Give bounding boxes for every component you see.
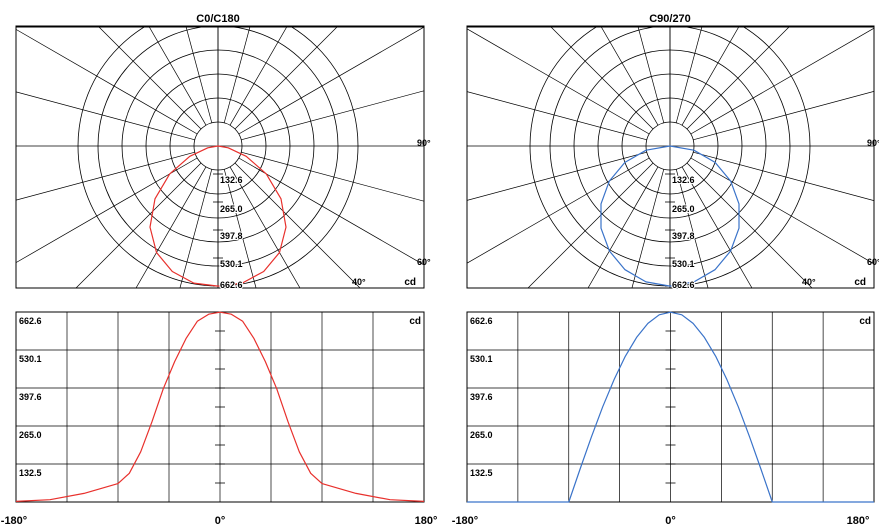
- polar-1-ring-label: 662.6: [672, 280, 695, 290]
- linear-0-unit: cd: [409, 316, 421, 327]
- polar-0-ring-label: 397.8: [220, 231, 243, 241]
- polar-0-grid: [16, 26, 424, 288]
- polar-0-ring-label: 132.6: [220, 175, 243, 185]
- polar-0-ring-label: 530.1: [220, 259, 243, 269]
- polar-1-grid: [467, 26, 874, 288]
- polar-1-spoke: [690, 27, 874, 135]
- polar-1-spoke: [675, 169, 709, 288]
- polar-1-ring: [597, 73, 743, 219]
- linear-0-y-tick-label: 265.0: [19, 430, 42, 440]
- linear-1-y-tick-label: 397.6: [470, 392, 493, 402]
- polar-1-ring-label: 265.0: [672, 204, 695, 214]
- linear-1-x-tick-label: 180°: [847, 515, 870, 527]
- polar-1-ring-label: 397.8: [672, 231, 695, 241]
- polar-0-unit: cd: [404, 277, 416, 288]
- polar-1-spoke: [600, 26, 659, 126]
- linear-1-y-tick-label: 662.6: [470, 316, 493, 326]
- polar-1-spoke: [681, 166, 753, 288]
- polar-0-spoke: [97, 26, 202, 130]
- polar-1-spoke: [467, 151, 647, 201]
- polar-0-spoke: [16, 151, 195, 201]
- polar-1-frame: [466, 25, 875, 289]
- polar-0-frame: [15, 25, 425, 289]
- polar-1-curve: [600, 145, 740, 287]
- polar-1-spoke: [467, 28, 650, 135]
- polar-1-ring: [645, 121, 695, 171]
- polar-0-ring: [121, 49, 315, 243]
- polar-0-spoke: [223, 169, 257, 288]
- polar-0-angle-label: 40°: [352, 277, 366, 287]
- linear-1-unit: cd: [859, 316, 871, 327]
- polar-1-spoke: [686, 26, 791, 130]
- polar-1-ring: [573, 49, 767, 243]
- polar-1-ring-label: 530.1: [672, 259, 695, 269]
- polar-1-spoke: [631, 169, 665, 288]
- polar-1-spoke: [587, 166, 659, 288]
- polar-0-ring: [97, 26, 339, 267]
- polar-1-spoke: [527, 162, 654, 288]
- polar-0-spoke: [16, 91, 195, 141]
- polar-0-title: C0/C180: [196, 13, 239, 25]
- linear-1-y-tick-label: 132.5: [470, 468, 493, 478]
- polar-0-spoke: [179, 169, 213, 288]
- linear-1-curve: [467, 311, 874, 503]
- polar-0-ring: [169, 97, 267, 195]
- polar-1-spoke: [693, 91, 874, 141]
- polar-0-ring: [145, 73, 291, 219]
- polar-0-ring-label: 265.0: [220, 204, 243, 214]
- polar-1-angle-label: 60°: [867, 257, 879, 267]
- polar-0-spoke: [223, 26, 251, 123]
- polar-0-spoke: [135, 166, 207, 288]
- polar-1-spoke: [675, 26, 703, 123]
- linear-1-y-tick-label: 265.0: [470, 430, 493, 440]
- polar-0-ring: [193, 121, 243, 171]
- polar-0-spoke: [148, 26, 207, 126]
- polar-0-spoke: [241, 90, 424, 141]
- polar-0-spoke: [234, 26, 339, 130]
- linear-1-x-tick-label: 0°: [665, 515, 676, 527]
- linear-0-y-tick-label: 662.6: [19, 316, 42, 326]
- polar-1-spoke: [693, 151, 874, 201]
- polar-1-spoke: [681, 26, 740, 126]
- linear-0-y-tick-label: 530.1: [19, 354, 42, 364]
- polar-0-curve: [149, 145, 287, 287]
- polar-0-spoke: [229, 166, 301, 288]
- polar-1-ring-label: 132.6: [672, 175, 695, 185]
- polar-0-spoke: [238, 26, 424, 135]
- polar-1-ring: [621, 97, 719, 195]
- linear-0-x-tick-label: -180°: [1, 515, 27, 527]
- polar-0-spoke: [185, 26, 213, 123]
- polar-0-spoke: [234, 162, 361, 288]
- polar-1-ring: [549, 26, 791, 267]
- polar-0-angle-label: 90°: [417, 138, 431, 148]
- polar-0-spoke: [241, 151, 424, 202]
- linear-0-x-tick-label: 0°: [215, 515, 226, 527]
- polar-0-spoke: [229, 26, 288, 126]
- polar-0-spoke: [16, 29, 198, 135]
- polar-1-spoke: [549, 26, 654, 130]
- linear-0-y-tick-label: 132.5: [19, 468, 42, 478]
- linear-0-y-tick-label: 397.6: [19, 392, 42, 402]
- polar-0-spoke: [238, 157, 424, 266]
- polar-1-spoke: [690, 157, 874, 265]
- polar-1-spoke: [637, 26, 665, 123]
- polar-1-spoke: [686, 162, 813, 288]
- polar-0-angle-label: 60°: [417, 257, 431, 267]
- polar-1-title: C90/270: [649, 13, 691, 25]
- linear-1-x-tick-label: -180°: [452, 515, 478, 527]
- polar-1-spoke: [467, 157, 650, 264]
- polar-0-spoke: [75, 162, 202, 288]
- polar-0-spoke: [16, 157, 198, 263]
- polar-1-spoke: [467, 91, 647, 141]
- linear-0-x-tick-label: 180°: [415, 515, 438, 527]
- linear-1-y-tick-label: 530.1: [470, 354, 493, 364]
- polar-1-angle-label: 40°: [802, 277, 816, 287]
- linear-0-curve: [15, 311, 425, 502]
- polar-1-angle-label: 90°: [867, 138, 879, 148]
- polar-1-unit: cd: [854, 277, 866, 288]
- polar-0-ring-label: 662.6: [220, 280, 243, 290]
